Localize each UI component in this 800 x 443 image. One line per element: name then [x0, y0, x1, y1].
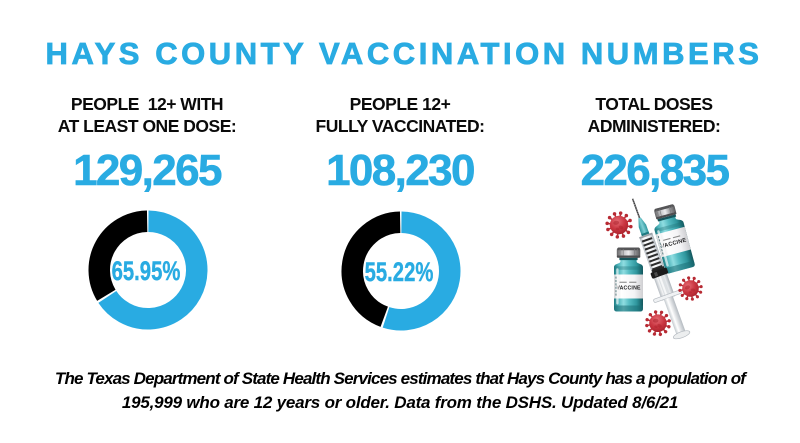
svg-text:VACCINE: VACCINE	[616, 285, 641, 291]
